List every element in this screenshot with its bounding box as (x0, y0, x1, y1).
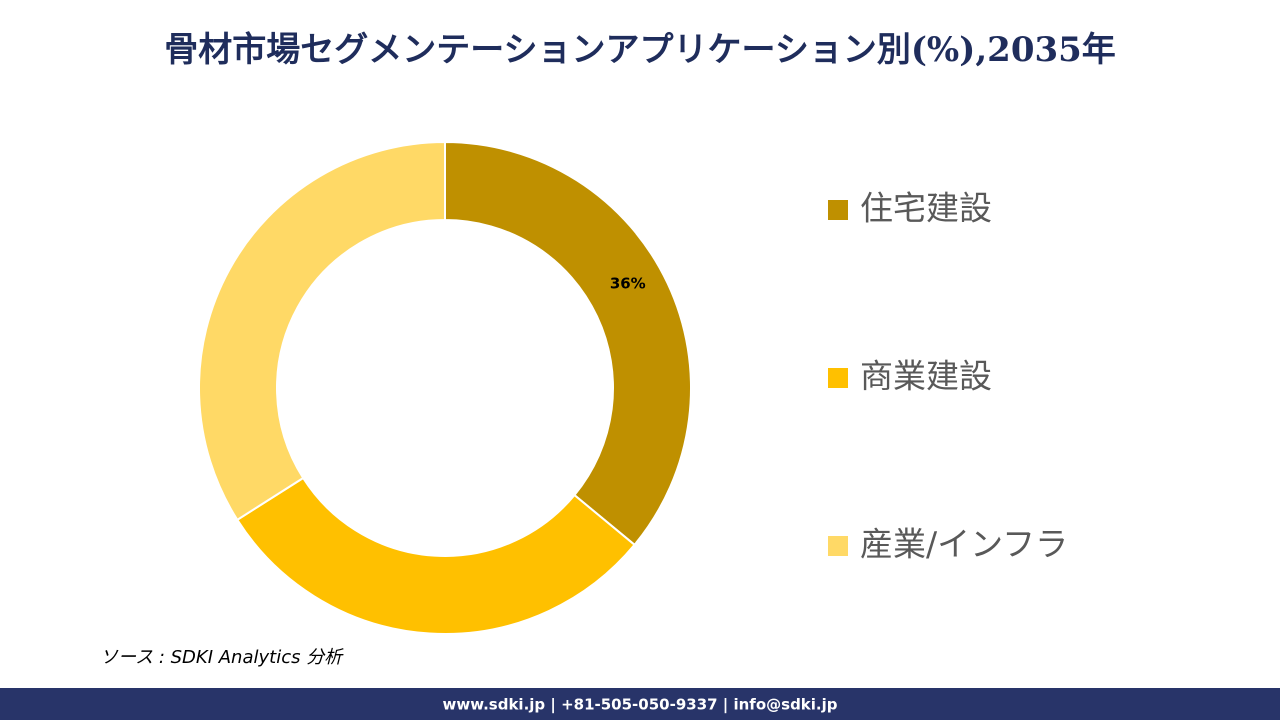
chart-title: 骨材市場セグメンテーションアプリケーション別(%),2035年 (164, 30, 1116, 70)
donut-segment (235, 476, 636, 635)
legend-swatch (828, 536, 848, 556)
legend-swatch (828, 368, 848, 388)
donut-segment (444, 140, 692, 547)
legend-swatch (828, 200, 848, 220)
legend-label: 商業建設 (860, 357, 992, 396)
footer-bar (0, 688, 1280, 720)
footer-text: www.sdki.jp | +81-505-050-9337 | info@sd… (442, 696, 837, 715)
legend-label: 住宅建設 (860, 189, 992, 228)
source: ソース : SDKI Analytics 分析 (100, 647, 344, 668)
legend-label: 産業/インフラ (860, 525, 1068, 564)
data-label: 36% (610, 274, 646, 292)
donut-segment (198, 140, 446, 522)
